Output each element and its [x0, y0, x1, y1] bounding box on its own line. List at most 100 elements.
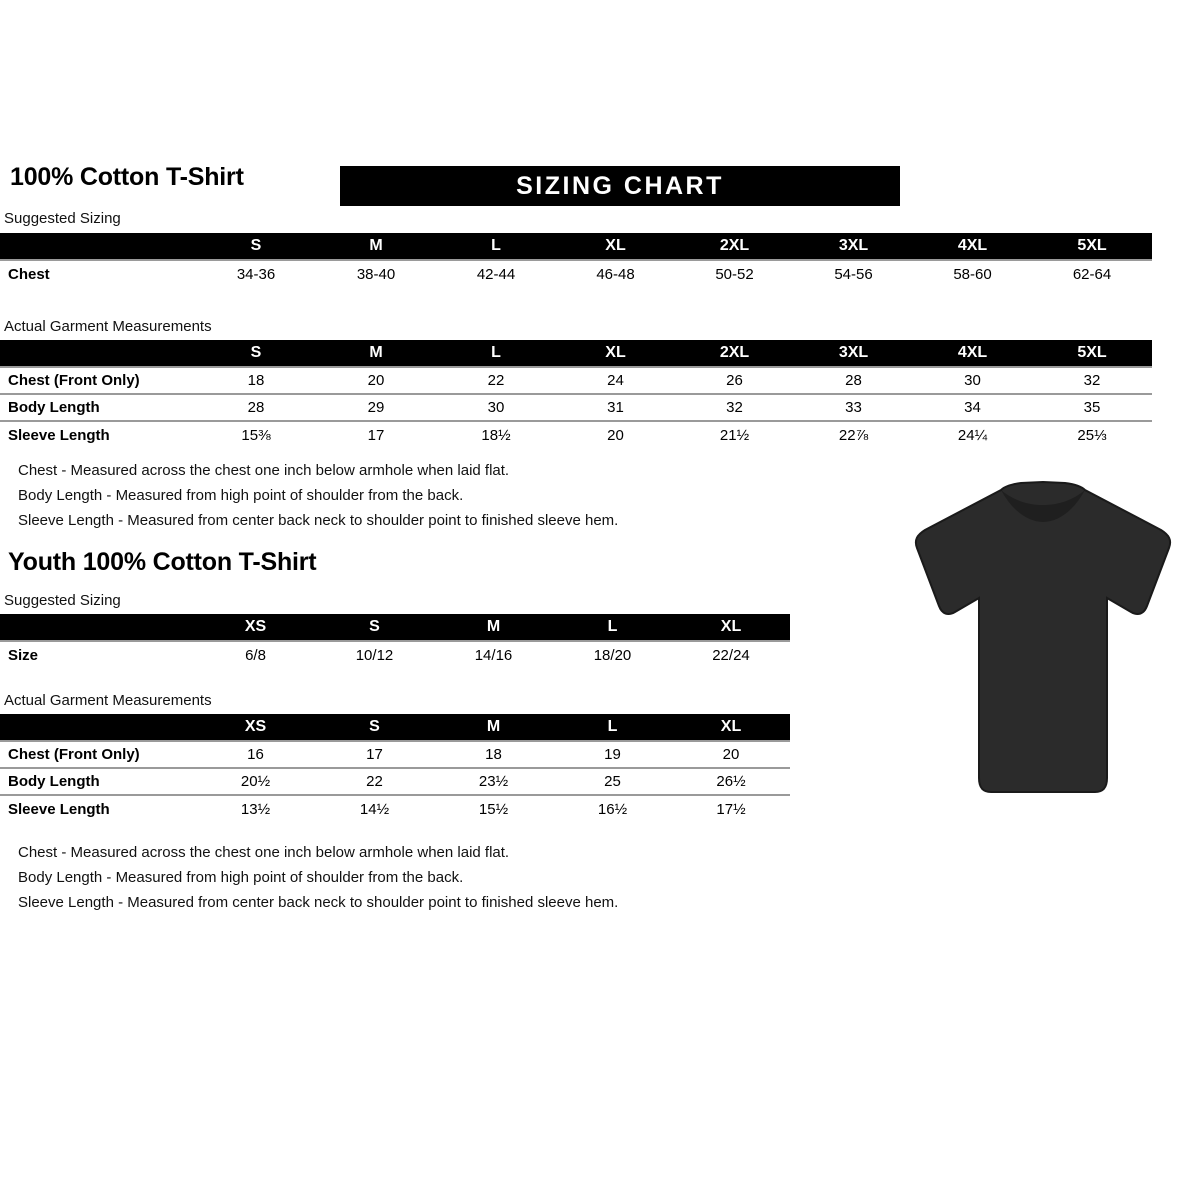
table-cell: 31: [556, 393, 675, 421]
column-header-l: L: [553, 714, 672, 741]
table-row: Chest 34-36 38-40 42-44 46-48 50-52 54-56 58-60…: [0, 259, 1152, 287]
table-corner-cell: [0, 340, 196, 367]
column-header-4xl: 4XL: [913, 340, 1032, 367]
youth-actual-caption: Actual Garment Measurements: [4, 692, 212, 709]
table-cell: 58-60: [913, 259, 1032, 287]
table-cell: 22/24: [672, 640, 790, 668]
table-cell: 20: [556, 420, 675, 448]
table-row: Size 6/8 10/12 14/16 18/20 22/24: [0, 640, 790, 668]
table-header-row: XS S M L XL: [0, 614, 790, 641]
table-row: Body Length 28 29 30 31 32 33 34 35: [0, 393, 1152, 421]
sizing-chart-banner: SIZING CHART: [340, 166, 900, 206]
column-header-m: M: [316, 233, 436, 260]
table-cell: 26½: [672, 767, 790, 795]
table-cell: 22⅞: [794, 420, 913, 448]
table-cell: 35: [1032, 393, 1152, 421]
column-header-xs: XS: [196, 614, 315, 641]
youth-actual-table: XS S M L XL Chest (Front Only) 16 17 18 19 20 Body…: [0, 714, 790, 822]
table-row: Sleeve Length 15⅜ 17 18½ 20 21½ 22⅞ 24¼ 25⅓: [0, 420, 1152, 448]
column-header-xl: XL: [556, 340, 675, 367]
table-cell: 30: [436, 393, 556, 421]
row-label: Size: [0, 640, 196, 668]
sizing-chart-banner-label: SIZING CHART: [516, 171, 724, 200]
tshirt-product-image: [893, 478, 1193, 803]
table-cell: 18: [196, 366, 316, 394]
table-cell: 42-44: [436, 259, 556, 287]
tshirt-icon: [914, 480, 1172, 793]
table-cell: 18/20: [553, 640, 672, 668]
table-cell: 33: [794, 393, 913, 421]
table-cell: 22: [315, 767, 434, 795]
measurement-note: Chest - Measured across the chest one in…: [18, 844, 510, 861]
column-header-m: M: [434, 614, 553, 641]
row-label: Chest (Front Only): [0, 366, 196, 394]
table-cell: 23½: [434, 767, 553, 795]
row-label: Sleeve Length: [0, 420, 196, 448]
column-header-2xl: 2XL: [675, 340, 794, 367]
table-cell: 25: [553, 767, 672, 795]
row-label: Body Length: [0, 393, 196, 421]
table-cell: 17: [315, 740, 434, 768]
table-cell: 20: [672, 740, 790, 768]
table-cell: 34: [913, 393, 1032, 421]
table-header-row: XS S M L XL: [0, 714, 790, 741]
table-row: Chest (Front Only) 16 17 18 19 20: [0, 740, 790, 768]
table-corner-cell: [0, 614, 196, 641]
table-cell: 29: [316, 393, 436, 421]
adult-measurement-notes: Chest - Measured across the chest one in…: [18, 458, 618, 533]
column-header-5xl: 5XL: [1032, 233, 1152, 260]
table-row: Sleeve Length 13½ 14½ 15½ 16½ 17½: [0, 794, 790, 822]
measurement-note: Sleeve Length - Measured from center bac…: [18, 894, 619, 911]
adult-actual-caption: Actual Garment Measurements: [4, 318, 212, 335]
table-cell: 46-48: [556, 259, 675, 287]
table-cell: 19: [553, 740, 672, 768]
adult-actual-table: S M L XL 2XL 3XL 4XL 5XL Chest (Front Only) 18 20…: [0, 340, 1152, 448]
table-cell: 10/12: [315, 640, 434, 668]
table-cell: 30: [913, 366, 1032, 394]
table-corner-cell: [0, 714, 196, 741]
table-row: Body Length 20½ 22 23½ 25 26½: [0, 767, 790, 795]
measurement-note: Body Length - Measured from high point o…: [18, 487, 464, 504]
column-header-xl: XL: [672, 714, 790, 741]
table-cell: 6/8: [196, 640, 315, 668]
table-cell: 28: [794, 366, 913, 394]
row-label: Sleeve Length: [0, 794, 196, 822]
adult-section-title: 100% Cotton T-Shirt: [10, 163, 244, 191]
column-header-4xl: 4XL: [913, 233, 1032, 260]
column-header-3xl: 3XL: [794, 233, 913, 260]
adult-suggested-table: S M L XL 2XL 3XL 4XL 5XL Chest 34-36 38-40 42-44 46…: [0, 233, 1152, 287]
column-header-s: S: [196, 233, 316, 260]
youth-suggested-table: XS S M L XL Size 6/8 10/12 14/16 18/20 22/24: [0, 614, 790, 668]
row-label: Chest (Front Only): [0, 740, 196, 768]
table-cell: 22: [436, 366, 556, 394]
table-cell: 26: [675, 366, 794, 394]
table-cell: 14/16: [434, 640, 553, 668]
table-header-row: S M L XL 2XL 3XL 4XL 5XL: [0, 340, 1152, 367]
table-cell: 17: [316, 420, 436, 448]
youth-suggested-caption: Suggested Sizing: [4, 592, 121, 609]
table-cell: 18½: [436, 420, 556, 448]
table-cell: 13½: [196, 794, 315, 822]
adult-section-header: 100% Cotton T-Shirt SIZING CHART: [0, 163, 1160, 209]
table-cell: 17½: [672, 794, 790, 822]
table-cell: 20: [316, 366, 436, 394]
table-cell: 62-64: [1032, 259, 1152, 287]
column-header-m: M: [316, 340, 436, 367]
table-cell: 34-36: [196, 259, 316, 287]
table-cell: 18: [434, 740, 553, 768]
column-header-xs: XS: [196, 714, 315, 741]
table-cell: 32: [1032, 366, 1152, 394]
table-cell: 14½: [315, 794, 434, 822]
measurement-note: Body Length - Measured from high point o…: [18, 869, 464, 886]
column-header-2xl: 2XL: [675, 233, 794, 260]
table-cell: 28: [196, 393, 316, 421]
table-cell: 16½: [553, 794, 672, 822]
table-cell: 54-56: [794, 259, 913, 287]
table-cell: 21½: [675, 420, 794, 448]
table-header-row: S M L XL 2XL 3XL 4XL 5XL: [0, 233, 1152, 260]
column-header-3xl: 3XL: [794, 340, 913, 367]
column-header-s: S: [196, 340, 316, 367]
column-header-l: L: [436, 233, 556, 260]
column-header-s: S: [315, 614, 434, 641]
